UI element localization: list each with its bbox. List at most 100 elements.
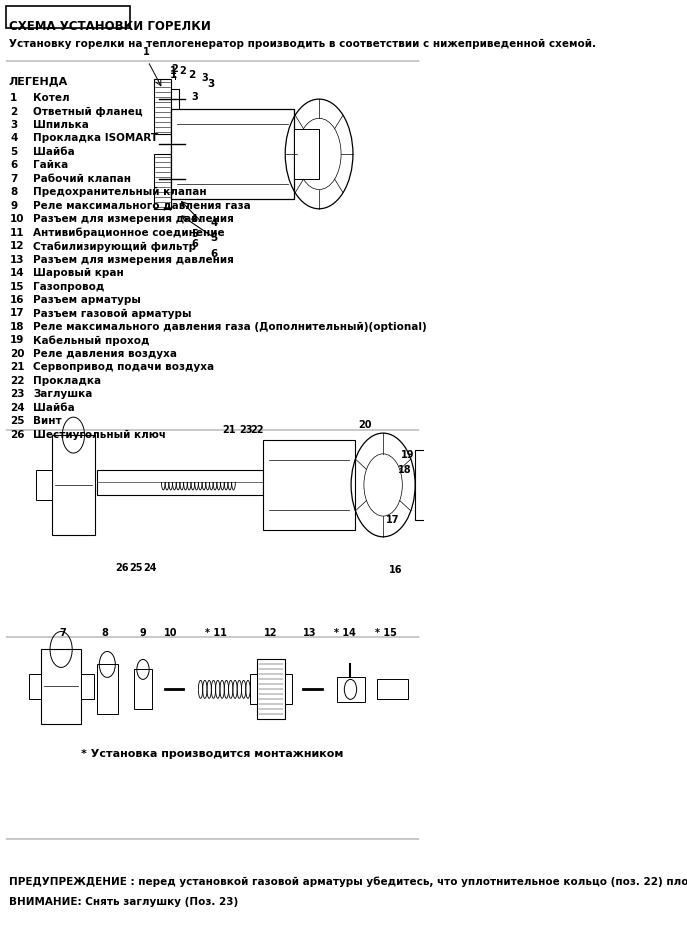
Text: 13: 13 — [302, 628, 316, 637]
Text: 3: 3 — [191, 93, 198, 102]
Text: 26: 26 — [10, 430, 25, 440]
Bar — [249, 674, 257, 704]
Text: 6: 6 — [191, 239, 198, 248]
Text: Газопровод: Газопровод — [34, 281, 105, 292]
Text: 22: 22 — [250, 425, 264, 435]
Text: * Установка производится монтажником: * Установка производится монтажником — [81, 750, 344, 759]
Text: 2: 2 — [179, 66, 186, 76]
Text: Разъем для измерения давления: Разъем для измерения давления — [34, 255, 234, 264]
Text: 22: 22 — [10, 376, 25, 386]
Text: 2: 2 — [189, 70, 196, 80]
Text: 8: 8 — [102, 628, 109, 637]
Bar — [29, 674, 41, 700]
Text: 24: 24 — [144, 563, 157, 573]
Text: 9: 9 — [139, 628, 146, 637]
Text: Шаровый кран: Шаровый кран — [34, 268, 124, 278]
Bar — [41, 649, 82, 724]
Text: 20: 20 — [10, 349, 25, 359]
Text: Винт: Винт — [34, 416, 62, 426]
FancyBboxPatch shape — [5, 7, 130, 28]
Text: Шпилька: Шпилька — [34, 120, 89, 130]
Text: 21: 21 — [10, 362, 25, 372]
Text: 2: 2 — [10, 107, 17, 116]
Text: Шайба: Шайба — [34, 147, 75, 157]
Text: Шайба: Шайба — [34, 403, 75, 413]
Text: 21: 21 — [223, 425, 236, 435]
Text: 11: 11 — [10, 228, 25, 238]
Text: * 14: * 14 — [334, 628, 356, 637]
Text: СХЕМА УСТАНОВКИ ГОРЕЛКИ: СХЕМА УСТАНОВКИ ГОРЕЛКИ — [9, 21, 211, 33]
Text: 7: 7 — [10, 174, 17, 184]
Text: Стабилизирующий фильтр: Стабилизирующий фильтр — [34, 241, 196, 252]
Text: 1: 1 — [170, 70, 177, 80]
Text: 23: 23 — [10, 389, 25, 399]
Text: Шестиугольный ключ: Шестиугольный ключ — [34, 430, 166, 440]
Text: Предохранительный клапан: Предохранительный клапан — [34, 187, 207, 197]
Text: 4: 4 — [210, 218, 218, 228]
Bar — [415, 450, 449, 520]
Bar — [377, 680, 408, 700]
Text: 1: 1 — [144, 47, 150, 58]
Text: 7: 7 — [60, 628, 67, 637]
Text: 26: 26 — [115, 563, 128, 573]
Text: 10: 10 — [10, 214, 25, 225]
Text: Разъем арматуры: Разъем арматуры — [34, 295, 142, 305]
Bar — [257, 660, 284, 719]
Bar — [284, 674, 292, 704]
Text: Антивибрационное соединение: Антивибрационное соединение — [34, 228, 225, 238]
Text: 14: 14 — [10, 268, 25, 278]
Text: Реле давления воздуха: Реле давления воздуха — [34, 349, 177, 359]
Text: * 11: * 11 — [205, 628, 227, 637]
Text: 6: 6 — [10, 160, 17, 171]
Bar — [295, 129, 319, 178]
Text: 19: 19 — [401, 450, 414, 460]
Text: ЛЕГЕНДА: ЛЕГЕНДА — [9, 76, 68, 86]
Text: Гайка: Гайка — [34, 160, 69, 171]
Text: 20: 20 — [358, 420, 372, 430]
Bar — [82, 674, 93, 700]
Text: Кабельный проход: Кабельный проход — [34, 335, 150, 346]
Text: 24: 24 — [10, 403, 25, 413]
Text: ВНИМАНИЕ: Снять заглушку (Поз. 23): ВНИМАНИЕ: Снять заглушку (Поз. 23) — [9, 897, 238, 907]
Text: Сервопривод подачи воздуха: Сервопривод подачи воздуха — [34, 362, 214, 372]
Text: 25: 25 — [10, 416, 25, 426]
Bar — [171, 89, 179, 199]
Bar — [337, 678, 365, 702]
Text: 15: 15 — [10, 281, 25, 292]
Bar — [52, 435, 95, 535]
Text: Котел: Котел — [34, 93, 70, 103]
Text: 8: 8 — [10, 187, 17, 197]
Bar — [97, 665, 118, 715]
Text: Рабочий клапан: Рабочий клапан — [34, 174, 131, 184]
Bar — [36, 470, 52, 500]
Text: 17: 17 — [385, 514, 399, 525]
Text: 1: 1 — [10, 93, 17, 103]
Text: 5: 5 — [210, 232, 217, 243]
Text: 4: 4 — [10, 133, 17, 143]
Text: 23: 23 — [239, 425, 253, 435]
Text: 4: 4 — [191, 213, 198, 224]
Text: Заглушка: Заглушка — [34, 389, 93, 399]
Text: 3: 3 — [10, 120, 17, 130]
Text: 6: 6 — [210, 248, 217, 259]
Text: Разъем газовой арматуры: Разъем газовой арматуры — [34, 309, 192, 318]
Text: 12: 12 — [10, 241, 25, 251]
Text: Разъем для измерения давления: Разъем для измерения давления — [34, 214, 234, 225]
Text: Прокладка ISOMART: Прокладка ISOMART — [34, 133, 159, 143]
Text: 18: 18 — [10, 322, 25, 332]
Text: 25: 25 — [129, 563, 142, 573]
Text: 3: 3 — [201, 73, 208, 83]
Bar — [449, 455, 467, 514]
Text: Прокладка: Прокладка — [34, 376, 102, 386]
Text: 18: 18 — [398, 465, 412, 475]
Text: 5: 5 — [10, 147, 17, 157]
Text: Ответный фланец: Ответный фланец — [34, 107, 143, 117]
Text: 3: 3 — [207, 79, 214, 89]
Text: Установку горелки на теплогенератор производить в соответствии с нижеприведенной: Установку горелки на теплогенератор прои… — [9, 40, 596, 49]
Text: 13: 13 — [10, 255, 25, 264]
Text: * 15: * 15 — [375, 628, 397, 637]
Text: Реле максимального давления газа (Дополнительный)(optional): Реле максимального давления газа (Дополн… — [34, 322, 427, 332]
Bar — [134, 669, 153, 709]
Bar — [263, 440, 355, 530]
Text: 16: 16 — [10, 295, 25, 305]
